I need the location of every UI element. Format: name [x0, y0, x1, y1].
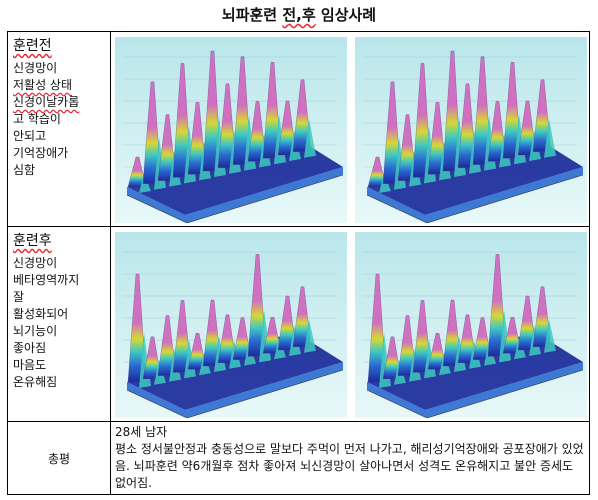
row-summary: 총평 28세 남자 평소 정서불안정과 충동성으로 말보다 주먹이 먼저 나가고… [7, 421, 590, 495]
eeg-peak [217, 314, 237, 363]
eeg-ridge [544, 118, 556, 158]
eeg-peak [142, 336, 162, 379]
eeg-peak [382, 336, 402, 379]
eeg-surface [355, 232, 587, 418]
after-line-7: 마음도 [13, 358, 47, 372]
axis-y [426, 174, 584, 223]
title-after: 임상사례 [320, 6, 377, 24]
eeg-ridge [304, 319, 316, 353]
surface-floor [127, 332, 343, 410]
before-line-3: 신경이날카롭 [13, 95, 80, 109]
summary-line-1: 28세 남자 [115, 425, 168, 439]
summary-line-2: 평소 정서불안정과 충동성으로 말보다 주먹이 먼저 나가고, 해리성기억장애와… [115, 442, 584, 490]
eeg-chart-after-left [115, 232, 347, 418]
after-line-8: 온유해짐 [13, 375, 58, 389]
eeg-ridge [544, 319, 556, 353]
before-line-7: 심함 [13, 163, 36, 177]
row-heading-before: 훈련전 [13, 38, 52, 54]
eeg-peak [127, 156, 147, 188]
title-underlined: 전,후 [282, 6, 316, 24]
summary-cell: 28세 남자 평소 정서불안정과 충동성으로 말보다 주먹이 먼저 나가고, 해… [110, 421, 590, 495]
eeg-peak [457, 314, 477, 363]
surface-floor [127, 137, 343, 215]
row-before: 훈련전 신경망이 저활성 상태 신경이날카롭 고 학습이 안되고 기억장애가 심… [7, 31, 590, 227]
eeg-chart-before-left [115, 37, 347, 223]
title-before: 뇌파훈련 [221, 6, 278, 24]
before-line-6: 기억장애가 [13, 146, 69, 160]
eeg-peak [472, 317, 492, 360]
surface-floor [367, 137, 583, 215]
axis-x [366, 389, 428, 418]
summary-label: 총평 [7, 421, 111, 495]
eeg-surface [355, 37, 587, 223]
axis-y [426, 369, 584, 418]
row-after: 훈련후 신경망이 베타영역까지 잘 활성화되어 뇌기능이 좋아짐 마음도 온유해… [7, 226, 590, 422]
eeg-ridge [304, 118, 316, 158]
after-line-4: 활성화되어 [13, 307, 69, 321]
eeg-chart-before-right [355, 37, 587, 223]
axis-y [186, 369, 344, 418]
after-line-5: 뇌기능이 [13, 324, 58, 338]
after-line-1: 신경망이 [13, 256, 58, 270]
after-line-6: 좋아짐 [13, 341, 47, 355]
eeg-peak [262, 317, 282, 354]
after-line-3: 잘 [13, 290, 25, 304]
before-line-1: 신경망이 [13, 61, 58, 75]
row-heading-after: 훈련후 [13, 233, 52, 249]
label-cell-after: 훈련후 신경망이 베타영역까지 잘 활성화되어 뇌기능이 좋아짐 마음도 온유해… [7, 226, 111, 422]
surface-floor [367, 332, 583, 410]
eeg-peak [427, 333, 447, 370]
before-line-2: 저활성 상태 [13, 78, 73, 92]
label-cell-before: 훈련전 신경망이 저활성 상태 신경이날카롭 고 학습이 안되고 기억장애가 심… [7, 31, 111, 227]
case-table: 훈련전 신경망이 저활성 상태 신경이날카롭 고 학습이 안되고 기억장애가 심… [7, 31, 590, 495]
before-line-5: 안되고 [13, 129, 47, 143]
eeg-peak [367, 156, 387, 188]
axis-y [186, 174, 344, 223]
axis-x [126, 194, 188, 223]
axis-x [126, 389, 188, 418]
axis-x [366, 194, 428, 223]
eeg-peak [232, 317, 252, 360]
eeg-peak [187, 333, 207, 370]
eeg-chart-after-right [355, 232, 587, 418]
eeg-surface [115, 37, 347, 223]
page-title: 뇌파훈련 전,후 임상사례 [0, 2, 598, 28]
after-line-2: 베타영역까지 [13, 273, 80, 287]
eeg-peak [502, 317, 522, 354]
before-line-4: 고 학습이 [13, 112, 61, 126]
image-cell-after [110, 226, 590, 422]
image-cell-before [110, 31, 590, 227]
eeg-surface [115, 232, 347, 418]
